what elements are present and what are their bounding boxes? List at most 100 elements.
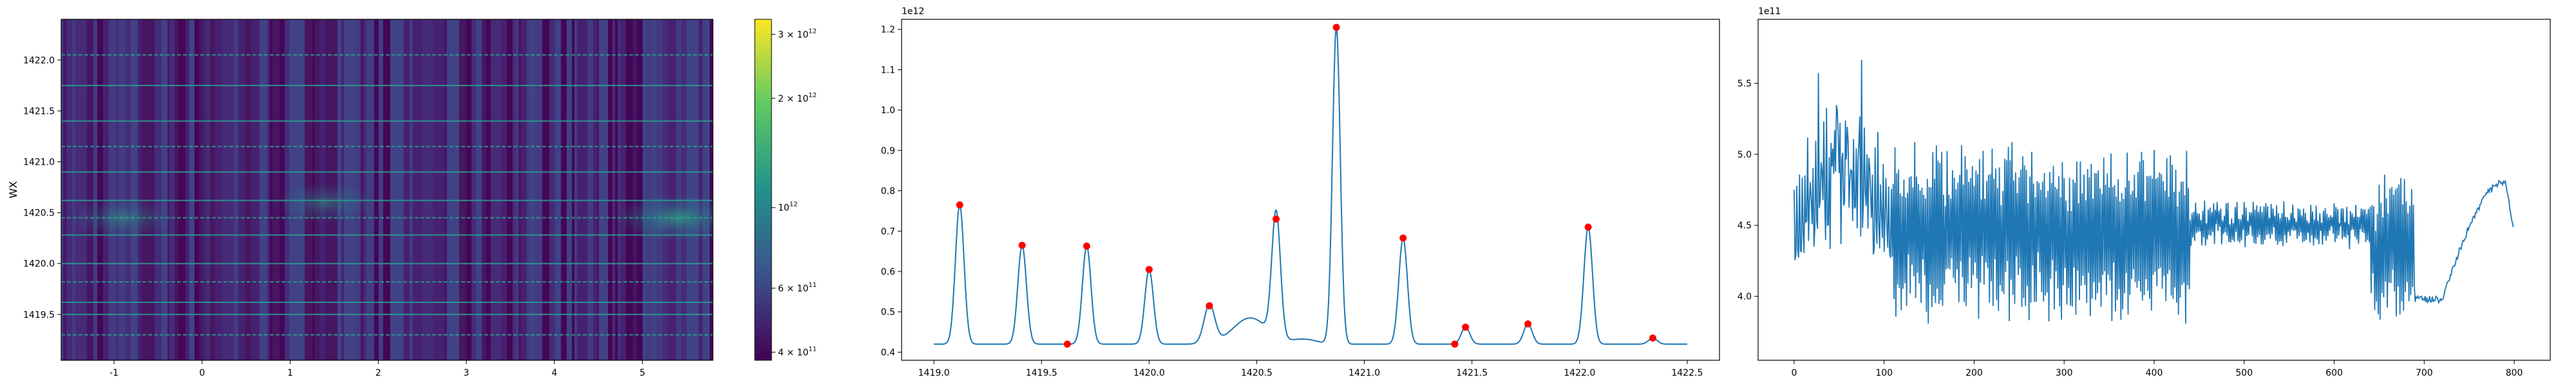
peaks-ytick-label: 0.7	[881, 226, 895, 237]
heatmap-stripe	[663, 19, 668, 360]
heatmap-stripe	[61, 19, 63, 360]
heatmap-stripe	[656, 19, 663, 360]
heatmap-stripe	[419, 19, 422, 360]
heatmap-stripe	[364, 19, 366, 360]
heatmap-stripe	[447, 19, 454, 360]
peaks-series-line	[934, 27, 1687, 345]
heatmap-xtick-label: 0	[199, 368, 205, 378]
peak-markers	[956, 24, 1656, 348]
heatmap-stripe	[374, 19, 379, 360]
heatmap-stripe	[366, 19, 368, 360]
peaks-ytick-label: 0.5	[881, 308, 895, 318]
heatmap-xtick-label: 3	[464, 368, 469, 378]
heatmap-stripe	[422, 19, 429, 360]
heatmap-stripe	[710, 19, 713, 360]
peaks-axes: 1419.0 1419.5 1420.0 1420.5 1421.0 1421.5 1422…	[881, 25, 1703, 378]
heatmap-stripe	[672, 19, 676, 360]
heatmap-stripe	[238, 19, 245, 360]
colorbar	[754, 19, 772, 361]
series-xtick-label: 800	[2506, 368, 2523, 378]
heatmap-stripe	[501, 19, 507, 360]
heatmap-stripe	[476, 19, 482, 360]
heatmap-stripe	[542, 19, 549, 360]
heatmap-xtick-label: -1	[109, 368, 118, 378]
peak-marker	[1063, 340, 1071, 348]
heatmap-stripe	[471, 19, 476, 360]
heatmap-stripe	[87, 19, 93, 360]
series-xtick-label: 600	[2325, 368, 2343, 378]
heatmap-xtick-label: 2	[375, 368, 381, 378]
heatmap-stripe	[522, 19, 527, 360]
heatmap-horizontal-lines	[61, 54, 713, 336]
heatmap-stripe	[577, 19, 580, 360]
heatmap-stripe	[681, 19, 687, 360]
heatmap-stripe	[518, 19, 522, 360]
heatmap-stripe	[703, 19, 710, 360]
heatmap-stripe	[383, 19, 390, 360]
heatmap-stripe	[597, 19, 599, 360]
heatmap-stripe	[668, 19, 672, 360]
heatmap-stripe	[482, 19, 486, 360]
heatmap-stripe	[496, 19, 501, 360]
peak-marker	[956, 201, 963, 209]
heatmap-hot-spot	[276, 182, 375, 223]
heatmap-stripe	[687, 19, 692, 360]
heatmap-stripe	[699, 19, 703, 360]
peak-marker	[1451, 340, 1459, 348]
series-xtick-label: 200	[1965, 368, 1983, 378]
heatmap-ytick-label: 1422.0	[23, 55, 55, 66]
heatmap-stripe	[637, 19, 639, 360]
peaks-xtick-label: 1421.0	[1349, 368, 1380, 378]
heatmap-stripe	[621, 19, 626, 360]
heatmap-stripe	[643, 19, 646, 360]
heatmap-stripe	[639, 19, 643, 360]
heatmap-stripe	[618, 19, 621, 360]
series-panel: 0 100 200 300 400 500 600 700 800 4.0 4.5 5.0 5.5 1e…	[1738, 6, 2551, 378]
heatmap-stripe	[486, 19, 491, 360]
heatmap-stripe	[633, 19, 637, 360]
peaks-xtick-label: 1422.5	[1671, 368, 1703, 378]
heatmap-stripe	[574, 19, 577, 360]
heatmap-stripe	[459, 19, 466, 360]
heatmap-stripe	[466, 19, 471, 360]
heatmap-panel: -1 0 1 2 3 4 5 1419.5 1420.0 1420.5 1421.0 1421.5 14…	[7, 19, 817, 378]
series-xtick-label: 700	[2416, 368, 2433, 378]
heatmap-ytick-label: 1420.0	[23, 259, 55, 270]
heatmap-stripe	[210, 19, 215, 360]
heatmap-stripe	[285, 19, 289, 360]
heatmap-stripe	[439, 19, 444, 360]
heatmap-ytick-label: 1419.5	[23, 310, 55, 320]
heatmap-stripe	[199, 19, 203, 360]
peaks-ytick-label: 1.1	[881, 65, 895, 75]
heatmap-stripe	[615, 19, 618, 360]
heatmap-stripe	[279, 19, 285, 360]
heatmap-stripe	[413, 19, 419, 360]
peaks-ytick-label: 0.6	[881, 267, 895, 277]
peaks-offset-text: 1e12	[902, 6, 924, 17]
heatmap-stripe	[516, 19, 518, 360]
heatmap-stripe	[593, 19, 597, 360]
heatmap-stripe	[118, 19, 126, 360]
peak-marker	[1649, 335, 1656, 342]
heatmap-stripe	[397, 19, 404, 360]
heatmap-stripe	[549, 19, 555, 360]
peaks-ytick-label: 0.8	[881, 187, 895, 197]
heatmap-stripe	[155, 19, 162, 360]
heatmap-stripe	[563, 19, 565, 360]
peak-marker	[1462, 324, 1470, 331]
heatmap-stripe	[429, 19, 433, 360]
heatmap-stripe	[561, 19, 563, 360]
heatmap-xtick-label: 4	[551, 368, 557, 378]
heatmap-stripe	[272, 19, 279, 360]
series-xtick-label: 0	[1791, 368, 1797, 378]
heatmap-stripe	[175, 19, 178, 360]
series-offset-text: 1e11	[1758, 6, 1781, 17]
series-xtick-label: 300	[2056, 368, 2073, 378]
heatmap-stripe	[126, 19, 131, 360]
heatmap-stripe	[116, 19, 118, 360]
heatmap-axes: -1 0 1 2 3 4 5 1419.5 1420.0 1420.5 1421.0 1421.5 14…	[23, 55, 645, 378]
series-ytick-label: 4.5	[1738, 221, 1752, 231]
heatmap-stripe	[535, 19, 542, 360]
heatmap-stripe	[151, 19, 155, 360]
heatmap-stripe	[97, 19, 103, 360]
